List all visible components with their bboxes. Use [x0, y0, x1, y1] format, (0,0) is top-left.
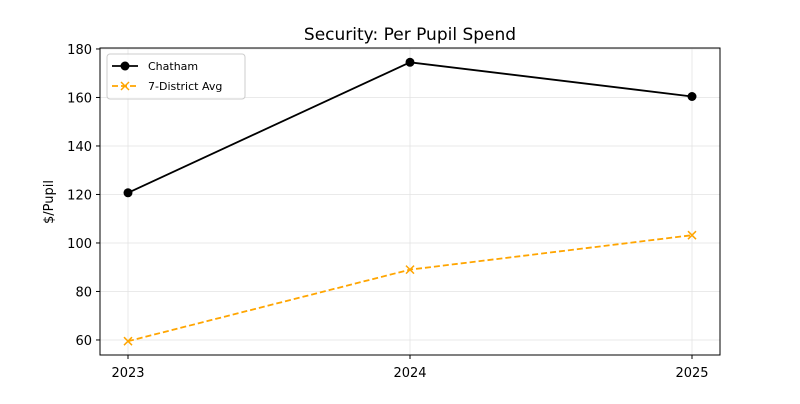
legend-marker [120, 81, 130, 91]
data-point [123, 188, 133, 198]
y-axis-label: $/Pupil [42, 180, 57, 224]
y-tick-label: 100 [67, 237, 92, 252]
y-tick-label: 160 [67, 91, 92, 106]
x-tick-label: 2025 [675, 366, 708, 381]
x-marker-stroke [687, 230, 697, 240]
x-tick-label: 2023 [111, 366, 144, 381]
legend-label: 7-District Avg [148, 80, 222, 93]
data-point [405, 265, 415, 275]
data-point [405, 57, 415, 67]
legend-label: Chatham [148, 60, 198, 73]
chart-title: Security: Per Pupil Spend [304, 25, 516, 45]
legend: Chatham 7-District Avg [106, 53, 246, 100]
x-tick-label: 2024 [393, 366, 426, 381]
x-marker-stroke [123, 336, 133, 346]
y-tick-label: 60 [75, 334, 92, 349]
x-marker-stroke [405, 265, 415, 275]
legend-box [106, 53, 246, 100]
data-point [123, 336, 133, 346]
x-marker-stroke [120, 81, 130, 91]
series-chatham [123, 57, 697, 198]
y-tick-label: 120 [67, 188, 92, 203]
y-tick-label: 80 [75, 285, 92, 300]
data-point [687, 230, 697, 240]
y-tick-label: 180 [67, 43, 92, 58]
series-7-district-avg [123, 230, 697, 346]
axis-ticks: 60 80 100 120 140 160 180 2023 2024 2025 [67, 43, 708, 381]
data-point [687, 91, 697, 101]
legend-marker [120, 61, 130, 71]
y-tick-label: 140 [67, 140, 92, 155]
series-layer [123, 57, 697, 346]
